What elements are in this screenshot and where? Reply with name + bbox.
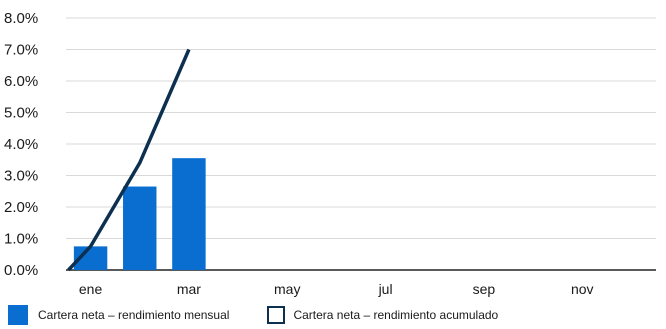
bar-ene — [73, 246, 108, 270]
legend-label-cumulative: Cartera neta – rendimiento acumulado — [293, 308, 499, 322]
legend-swatch-line — [267, 306, 286, 324]
bar-series — [73, 158, 206, 270]
y-axis-ticks: 0.0% 1.0% 2.0% 3.0% 4.0% 5.0% 6.0% 7.0% 8.0% — [4, 10, 38, 279]
cumulative-line — [67, 48, 191, 272]
legend-item-cumulative: Cartera neta – rendimiento acumulado — [267, 306, 498, 324]
legend-item-monthly: Cartera neta – rendimiento mensual — [8, 305, 229, 325]
legend: Cartera neta – rendimiento mensual Carte… — [8, 305, 498, 325]
y-tick-label: 8.0% — [4, 10, 38, 27]
legend-label-monthly: Cartera neta – rendimiento mensual — [38, 308, 230, 322]
bar-mar — [172, 158, 206, 270]
x-tick-label: ene — [79, 281, 103, 297]
chart: 0.0% 1.0% 2.0% 3.0% 4.0% 5.0% 6.0% 7.0% 8.0% ene… — [4, 10, 656, 297]
y-tick-label: 2.0% — [4, 199, 38, 216]
x-tick-label: jul — [378, 281, 393, 297]
y-tick-label: 6.0% — [4, 73, 38, 90]
line-series — [67, 48, 191, 272]
x-tick-label: may — [274, 281, 300, 297]
x-axis-ticks: ene mar may jul sep nov — [79, 281, 594, 297]
y-tick-label: 0.0% — [4, 262, 38, 279]
bar-feb — [123, 186, 157, 270]
y-tick-label: 4.0% — [4, 136, 38, 153]
y-tick-label: 7.0% — [4, 42, 38, 59]
x-tick-label: mar — [177, 281, 201, 297]
x-tick-label: sep — [473, 281, 496, 297]
y-tick-label: 5.0% — [4, 105, 38, 122]
x-tick-label: nov — [571, 281, 594, 297]
legend-swatch-bar — [8, 305, 28, 325]
y-tick-label: 1.0% — [4, 231, 38, 248]
gridlines — [66, 17, 656, 271]
y-tick-label: 3.0% — [4, 168, 38, 185]
